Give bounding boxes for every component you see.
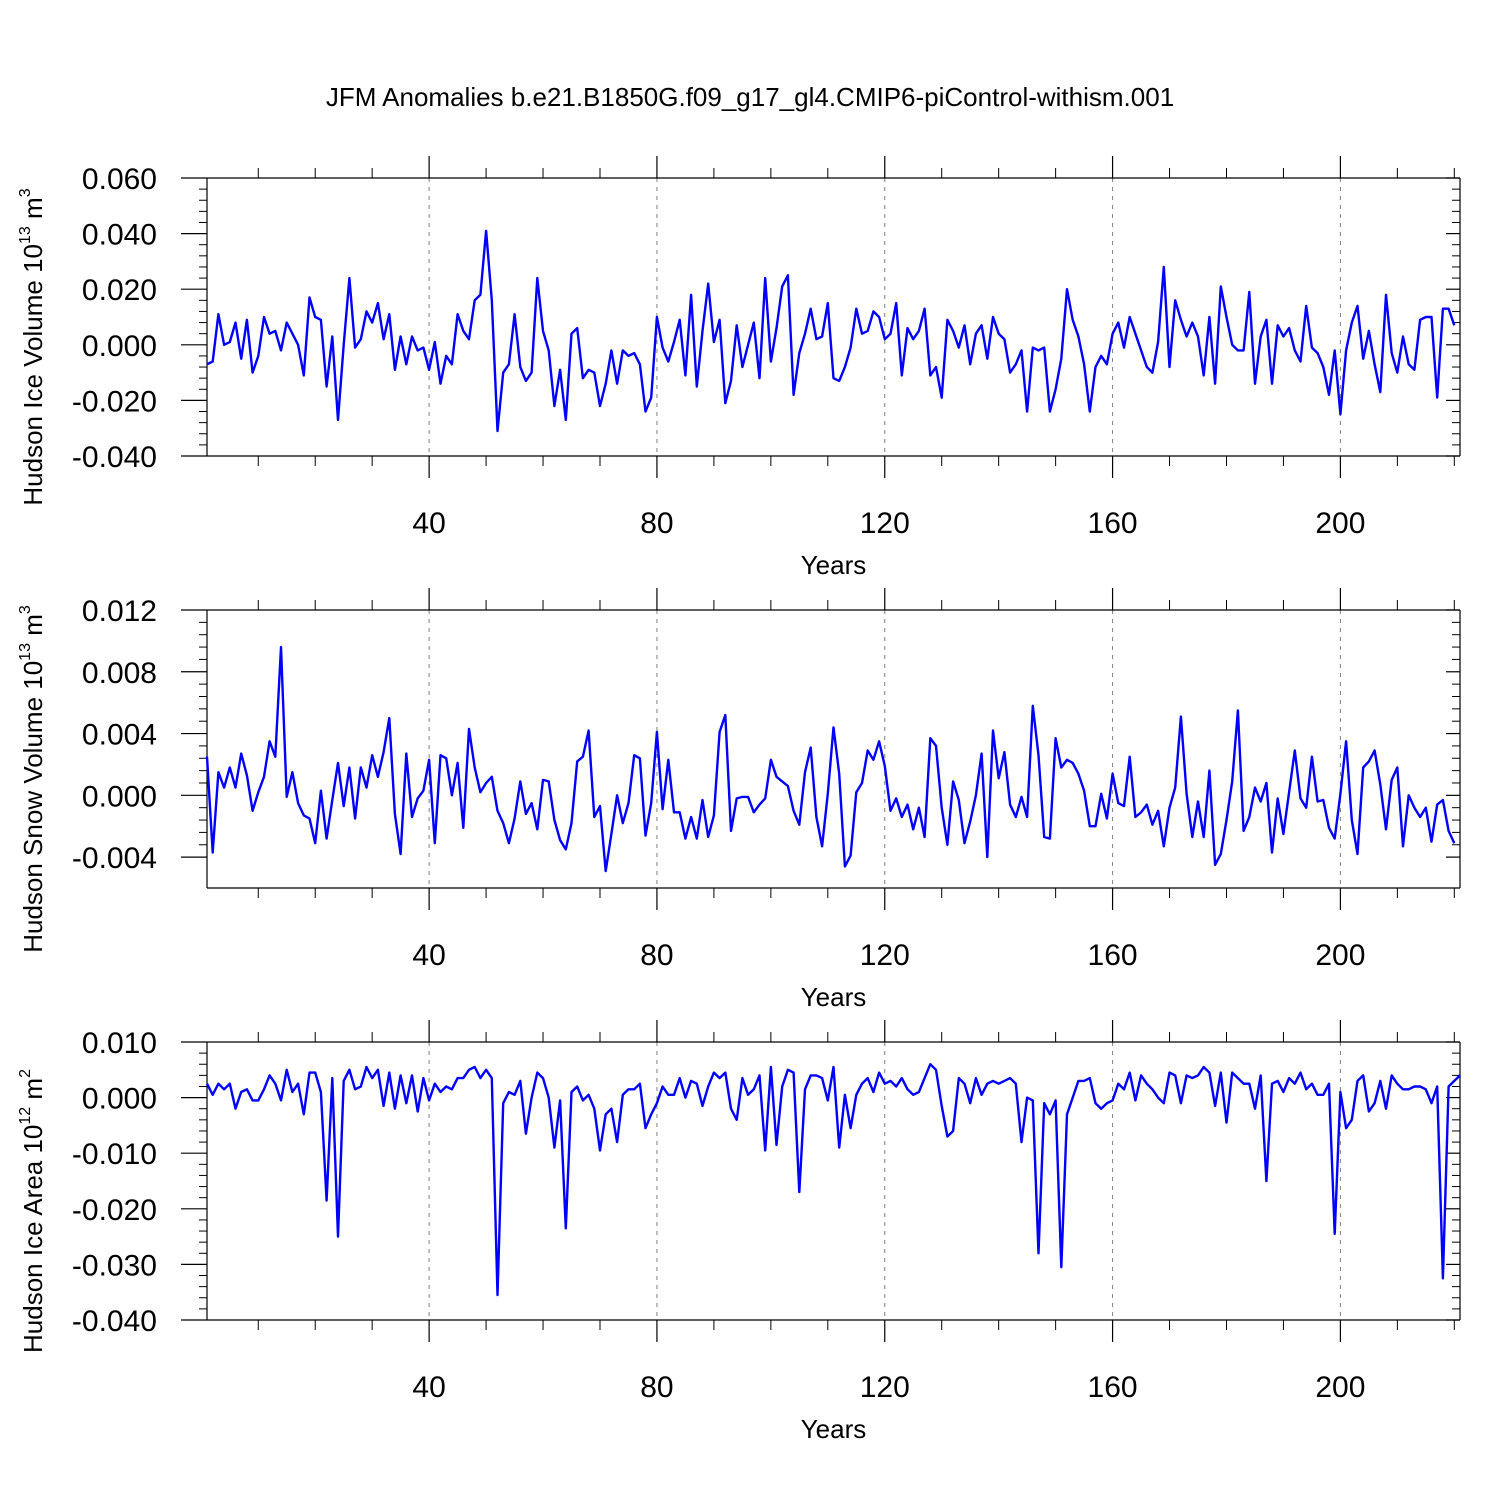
y-title-unit-exponent: 2 <box>17 1069 34 1078</box>
y-tick-label: 0.010 <box>82 1027 157 1060</box>
y-tick-label: 0.000 <box>82 780 157 813</box>
y-title-main: Hudson Ice Area 10 <box>18 1125 48 1353</box>
x-tick-label: 80 <box>640 507 673 540</box>
x-tick-label: 200 <box>1315 939 1365 972</box>
x-axis-title: Years <box>801 982 867 1012</box>
y-title-unit: m <box>18 614 48 643</box>
x-tick-label: 160 <box>1088 1371 1138 1404</box>
panel-3: -0.040 -0.030 -0.020 -0.010 0.000 0.010 40 80 12… <box>17 1020 1461 1444</box>
y-axis-title: Hudson Ice Volume 1013 m3 <box>17 188 48 505</box>
y-title-exponent: 13 <box>17 643 34 661</box>
y-tick-label: 0.012 <box>82 595 157 628</box>
y-axis-title: Hudson Snow Volume 1013 m3 <box>17 605 48 953</box>
x-tick-label: 200 <box>1315 1371 1365 1404</box>
panel-1: -0.040 -0.020 0.000 0.020 0.040 0.060 40 80 120 1… <box>17 156 1461 580</box>
y-title-unit-exponent: 3 <box>17 605 34 614</box>
x-tick-label: 80 <box>640 939 673 972</box>
y-tick-label: -0.020 <box>72 1194 157 1227</box>
x-tick-label: 40 <box>412 939 445 972</box>
x-tick-label: 160 <box>1088 507 1138 540</box>
y-tick-label: -0.010 <box>72 1138 157 1171</box>
y-axis-title: Hudson Ice Area 1012 m2 <box>17 1069 48 1353</box>
x-axis-title: Years <box>801 550 867 580</box>
y-title-unit: m <box>18 197 48 226</box>
x-tick-label: 120 <box>860 939 910 972</box>
y-tick-label: -0.040 <box>72 1305 157 1338</box>
y-title-main: Hudson Ice Volume 10 <box>18 244 48 506</box>
x-tick-label: 160 <box>1088 939 1138 972</box>
y-title-main: Hudson Snow Volume 10 <box>18 661 48 953</box>
x-tick-label: 40 <box>412 507 445 540</box>
x-axis-title: Years <box>801 1414 867 1444</box>
panel-2: -0.004 0.000 0.004 0.008 0.012 40 80 120 160 200 Y… <box>17 588 1461 1012</box>
chart-title: JFM Anomalies b.e21.B1850G.f09_g17_gl4.C… <box>326 82 1174 112</box>
y-tick-label: -0.030 <box>72 1249 157 1282</box>
y-tick-label: 0.020 <box>82 274 157 307</box>
y-tick-label: 0.040 <box>82 219 157 252</box>
x-tick-label: 120 <box>860 507 910 540</box>
y-tick-label: 0.060 <box>82 163 157 196</box>
series-line <box>206 229 1456 433</box>
y-tick-label: -0.004 <box>72 842 157 875</box>
y-title-unit-exponent: 3 <box>17 188 34 197</box>
x-tick-label: 120 <box>860 1371 910 1404</box>
y-title-exponent: 13 <box>17 226 34 244</box>
x-tick-label: 200 <box>1315 507 1365 540</box>
y-tick-label: -0.040 <box>72 441 157 474</box>
y-tick-label: -0.020 <box>72 385 157 418</box>
series-line <box>205 645 1456 873</box>
y-tick-label: 0.000 <box>82 1083 157 1116</box>
series-line <box>205 1062 1461 1297</box>
x-tick-label: 40 <box>412 1371 445 1404</box>
y-title-unit: m <box>18 1078 48 1107</box>
y-tick-label: 0.004 <box>82 719 157 752</box>
y-title-exponent: 12 <box>17 1107 34 1125</box>
y-tick-label: 0.000 <box>82 330 157 363</box>
x-tick-label: 80 <box>640 1371 673 1404</box>
y-tick-label: 0.008 <box>82 657 157 690</box>
